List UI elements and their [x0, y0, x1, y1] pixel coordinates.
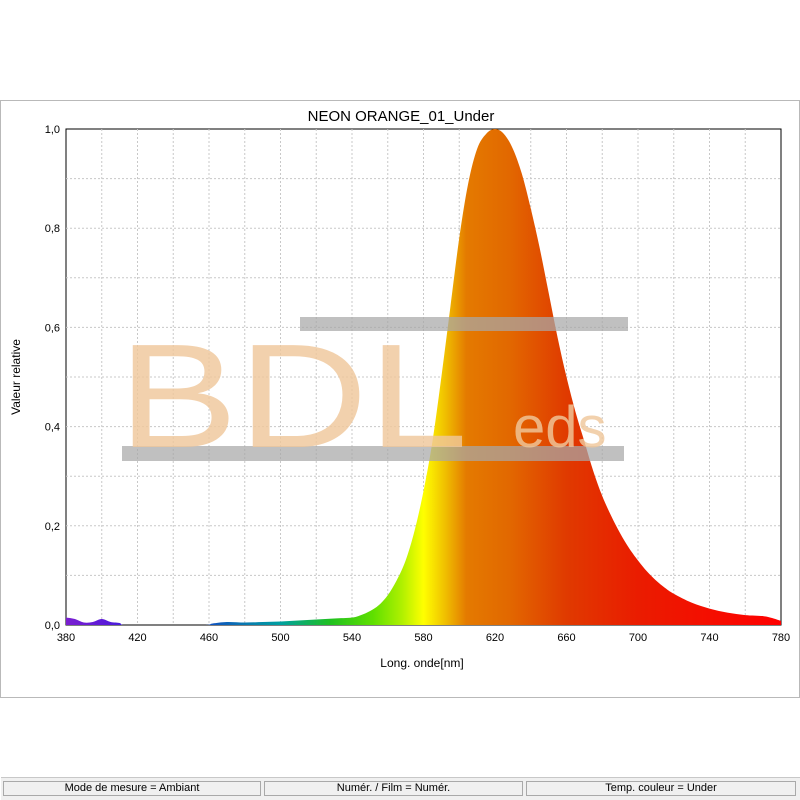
- y-tick-label: 1,0: [45, 124, 60, 136]
- y-tick-label: 0,2: [45, 521, 60, 533]
- x-tick-label: 620: [486, 632, 504, 644]
- y-tick-label: 0,8: [45, 223, 60, 235]
- spectrum-chart: NEON ORANGE_01_Under 0,00,20,40,60,81,0 …: [9, 108, 790, 670]
- x-tick-label: 700: [629, 632, 647, 644]
- status-film: Numér. / Film = Numér.: [264, 781, 523, 796]
- x-tick-label: 740: [700, 632, 718, 644]
- status-measure-mode: Mode de mesure = Ambiant: [3, 781, 261, 796]
- status-color-temp: Temp. couleur = Under: [526, 781, 796, 796]
- watermark-main: BDL: [118, 314, 468, 479]
- x-tick-label: 540: [343, 632, 361, 644]
- y-tick-label: 0,4: [45, 422, 60, 434]
- y-tick-label: 0,0: [45, 620, 60, 632]
- y-tick-labels: 0,0 0,2 0,4 0,6 0,8 1,0: [45, 124, 60, 632]
- x-tick-label: 380: [57, 632, 75, 644]
- watermark: BDL eds: [118, 314, 628, 479]
- spectrum-area: [66, 129, 781, 625]
- x-tick-labels: 380 420 460 500 540 580 620 660 700 740 780: [57, 632, 790, 644]
- x-tick-label: 580: [414, 632, 432, 644]
- watermark-sub: eds: [513, 395, 607, 460]
- watermark-bar-bottom: [122, 446, 624, 461]
- x-tick-label: 420: [128, 632, 146, 644]
- spectrum-window: NEON ORANGE_01_Under 0,0 0,2 0,4 0,6 0,8 1,0 …: [0, 100, 800, 800]
- x-tick-label: 460: [200, 632, 218, 644]
- chart-title: NEON ORANGE_01_Under: [308, 108, 495, 125]
- status-bar: Mode de mesure = Ambiant Numér. / Film =…: [1, 777, 800, 800]
- x-tick-label: 500: [271, 632, 289, 644]
- x-tick-label: 780: [772, 632, 790, 644]
- x-axis-label: Long. onde[nm]: [380, 656, 463, 670]
- x-tick-label: 660: [557, 632, 575, 644]
- y-tick-label: 0,6: [45, 322, 60, 334]
- watermark-bar-top: [300, 317, 628, 331]
- y-axis-label: Valeur relative: [9, 339, 23, 415]
